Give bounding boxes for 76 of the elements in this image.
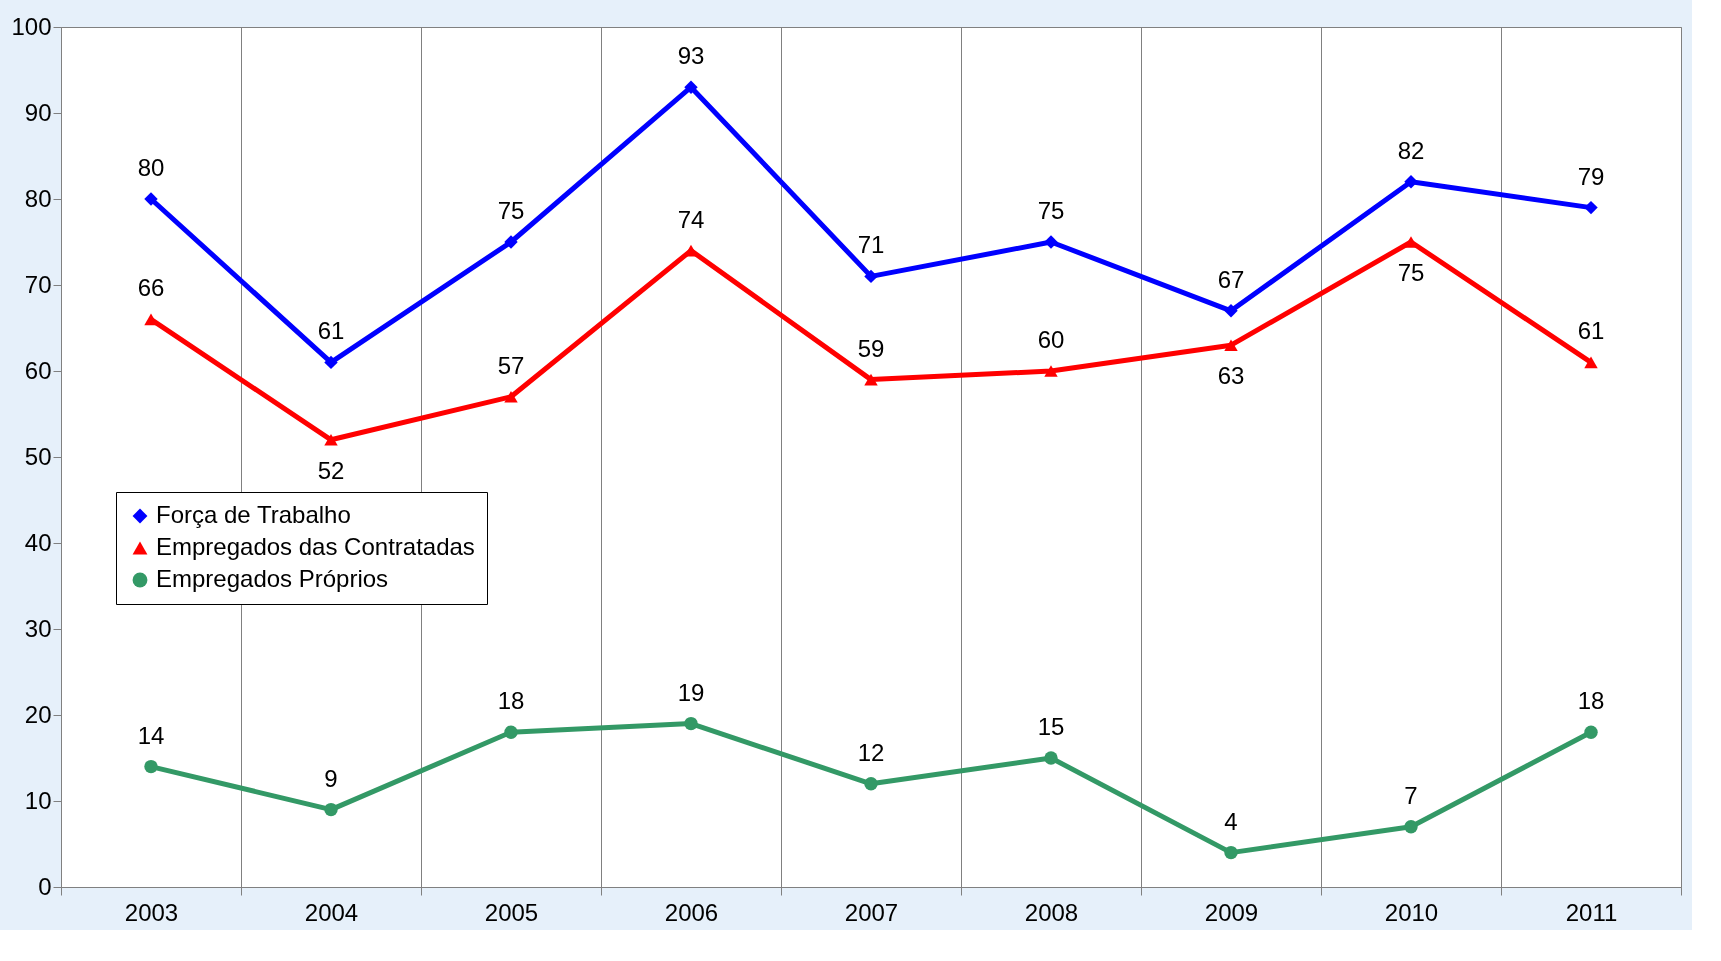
data-label: 75 xyxy=(1037,197,1065,224)
data-label: 63 xyxy=(1217,362,1245,390)
x-tick-label: 2007 xyxy=(844,898,899,926)
point xyxy=(1404,175,1418,189)
point xyxy=(684,716,698,731)
x-tick-label: 2010 xyxy=(1384,898,1439,926)
data-label: 75 xyxy=(1397,259,1425,286)
point xyxy=(324,802,338,817)
y-tick-label: 10 xyxy=(24,786,52,814)
point xyxy=(144,759,158,774)
point xyxy=(1044,365,1058,377)
data-label: 75 xyxy=(497,197,525,224)
point xyxy=(864,373,878,386)
data-label: 93 xyxy=(677,42,705,70)
point xyxy=(504,725,518,739)
data-label: 4 xyxy=(1224,807,1238,835)
data-label: 12 xyxy=(857,738,885,766)
x-tick-label: 2005 xyxy=(484,898,539,926)
data-label: 61 xyxy=(1577,317,1605,345)
x-tick-label: 2008 xyxy=(1024,898,1079,926)
point xyxy=(864,269,878,284)
x-tick-label: 2003 xyxy=(124,898,179,926)
legend-label: Força de Trabalho xyxy=(156,501,351,528)
y-tick-label: 80 xyxy=(24,184,52,212)
point xyxy=(864,777,878,791)
legend-label: Empregados Próprios xyxy=(156,565,389,592)
data-label: 9 xyxy=(324,764,338,792)
data-label: 18 xyxy=(497,687,525,715)
legend-label: Empregados das Contratadas xyxy=(156,533,475,560)
point xyxy=(1404,236,1418,248)
point xyxy=(684,80,698,94)
point xyxy=(1044,235,1058,249)
data-label: 67 xyxy=(1217,265,1245,293)
point xyxy=(1224,304,1238,318)
point xyxy=(1404,820,1418,834)
point xyxy=(324,355,338,370)
data-label: 71 xyxy=(857,231,885,259)
point xyxy=(144,313,158,326)
data-label: 14 xyxy=(137,721,165,749)
x-tick-label: 2004 xyxy=(304,898,359,926)
data-label: 57 xyxy=(497,351,525,379)
data-label: 61 xyxy=(317,317,345,345)
point xyxy=(1584,200,1598,215)
data-label: 79 xyxy=(1577,162,1605,190)
data-label: 19 xyxy=(677,678,705,706)
y-tick-label: 40 xyxy=(24,528,52,556)
data-label: 82 xyxy=(1397,136,1425,164)
y-tick-label: 70 xyxy=(24,270,52,298)
data-label: 7 xyxy=(1404,781,1418,809)
point xyxy=(504,235,518,249)
data-label: 15 xyxy=(1037,713,1065,740)
point xyxy=(1224,339,1238,352)
y-tick-label: 90 xyxy=(24,98,52,126)
data-label: 80 xyxy=(137,154,165,181)
point xyxy=(1584,725,1598,739)
data-label: 74 xyxy=(677,205,705,233)
y-tick-label: 30 xyxy=(24,614,52,642)
x-tick-label: 2011 xyxy=(1565,898,1618,926)
x-tick-label: 2009 xyxy=(1204,898,1259,926)
point xyxy=(1584,356,1598,369)
point xyxy=(144,192,158,206)
data-label: 52 xyxy=(317,456,345,484)
y-tick-label: 60 xyxy=(24,356,52,384)
point xyxy=(1044,751,1058,765)
y-tick-label: 50 xyxy=(24,442,52,470)
y-tick-label: 100 xyxy=(11,12,52,40)
x-tick-label: 2006 xyxy=(664,898,719,926)
point xyxy=(504,390,518,403)
data-label: 60 xyxy=(1037,326,1065,353)
point xyxy=(1224,845,1238,860)
y-tick-label: 0 xyxy=(38,872,52,900)
point xyxy=(324,433,338,446)
data-label: 59 xyxy=(857,334,885,362)
data-label: 66 xyxy=(137,274,165,302)
data-label: 18 xyxy=(1577,687,1605,715)
y-tick-label: 20 xyxy=(24,700,52,728)
